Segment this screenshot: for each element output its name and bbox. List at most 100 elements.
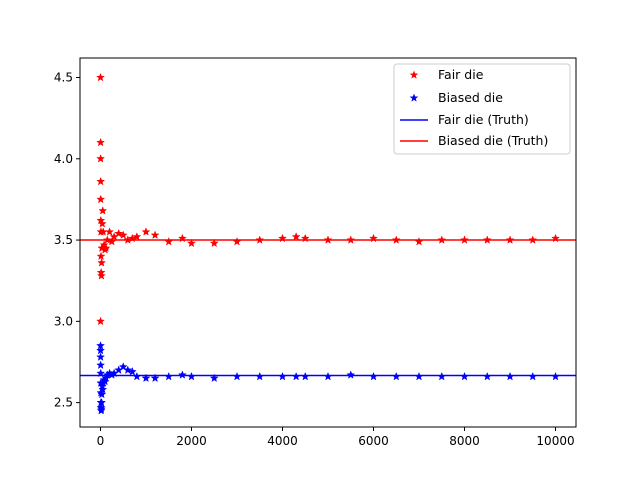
data-point [437,371,447,381]
data-point [118,362,128,371]
y-tick-label: 2.5 [54,396,73,410]
legend-entry-biased-die: Biased die [409,90,503,105]
data-point [98,206,108,215]
data-point [141,227,151,236]
legend-label-biased-die-truth: Biased die (Truth) [438,133,548,148]
y-tick-label: 4.0 [54,152,73,166]
data-point [187,238,196,248]
data-point [97,219,107,228]
data-point [505,371,515,381]
data-point [346,235,356,244]
data-point [300,371,310,381]
x-tick-label: 4000 [267,434,298,448]
data-point [323,371,333,381]
data-point [96,316,106,326]
legend-marker-fair-die [409,70,419,79]
data-point [551,371,561,381]
data-point [96,404,106,413]
axes-frame [79,57,577,428]
y-tick-label: 3.5 [54,233,73,247]
data-point [209,373,219,383]
data-point [300,233,310,243]
data-point [96,368,106,378]
data-point [97,397,107,407]
x-tick-label: 6000 [358,434,389,448]
legend-entry-biased-die-truth: Biased die (Truth) [400,133,548,148]
data-point [255,235,265,244]
data-point [505,235,515,244]
data-point [177,233,187,243]
data-point [209,238,219,248]
x-tick-label: 0 [97,434,105,448]
data-point [98,384,108,394]
data-point [96,251,106,261]
legend-label-fair-die: Fair die [438,67,484,82]
data-point [141,373,151,383]
legend: Fair die Biased die Fair die (Truth) Bia… [393,63,571,155]
data-point [96,72,106,82]
data-point [123,365,133,374]
data-point [127,367,137,376]
data-point [132,371,142,381]
data-point [278,233,287,243]
data-point [105,227,115,236]
x-tick-label: 2000 [176,434,207,448]
data-point [391,371,401,381]
data-point [177,370,187,379]
data-point [164,371,174,381]
data-point [107,236,117,246]
data-point [118,230,128,239]
data-point [232,236,242,246]
data-point [96,137,106,147]
data-points [96,72,561,415]
data-point [96,352,106,361]
data-point [101,243,111,253]
data-point [437,235,447,244]
data-point [164,236,174,246]
y-tick-label: 3.0 [54,314,73,328]
data-point [97,258,107,267]
legend-marker-biased-die [409,93,419,102]
x-axis-ticks: 0 2000 4000 6000 8000 10000 [97,427,575,448]
data-point [132,232,142,241]
data-point [291,371,301,381]
x-tick-label: 8000 [449,434,480,448]
data-point [96,154,106,163]
data-point [278,371,287,381]
y-axis-ticks: 2.5 3.0 3.5 4.0 4.5 [54,71,80,410]
data-point [97,389,107,399]
data-point [369,233,378,243]
data-point [323,235,333,244]
data-point [232,371,242,381]
series-fair-die [96,72,561,326]
data-point [150,373,160,383]
data-point [255,371,265,381]
data-point [187,371,196,381]
data-point [96,271,106,280]
data-point [102,235,112,244]
data-point [414,371,424,381]
data-point [346,370,356,379]
data-point [96,345,106,355]
legend-box [393,63,571,155]
legend-label-biased-die: Biased die [438,90,503,105]
data-point [291,232,301,241]
data-point [482,235,492,244]
data-point [114,228,124,238]
legend-entry-fair-die-truth: Fair die (Truth) [400,112,529,127]
data-point [391,235,401,244]
legend-entry-fair-die: Fair die [409,67,484,82]
data-point [96,360,106,370]
legend-label-fair-die-truth: Fair die (Truth) [438,112,529,127]
series-biased-die [96,341,561,415]
data-point [528,371,538,381]
data-point [482,371,492,381]
y-tick-label: 4.5 [54,71,73,85]
data-point [96,176,106,186]
data-point [460,235,469,244]
data-point [460,371,469,381]
data-point [150,230,160,239]
x-tick-label: 10000 [536,434,574,448]
axes [79,57,577,428]
